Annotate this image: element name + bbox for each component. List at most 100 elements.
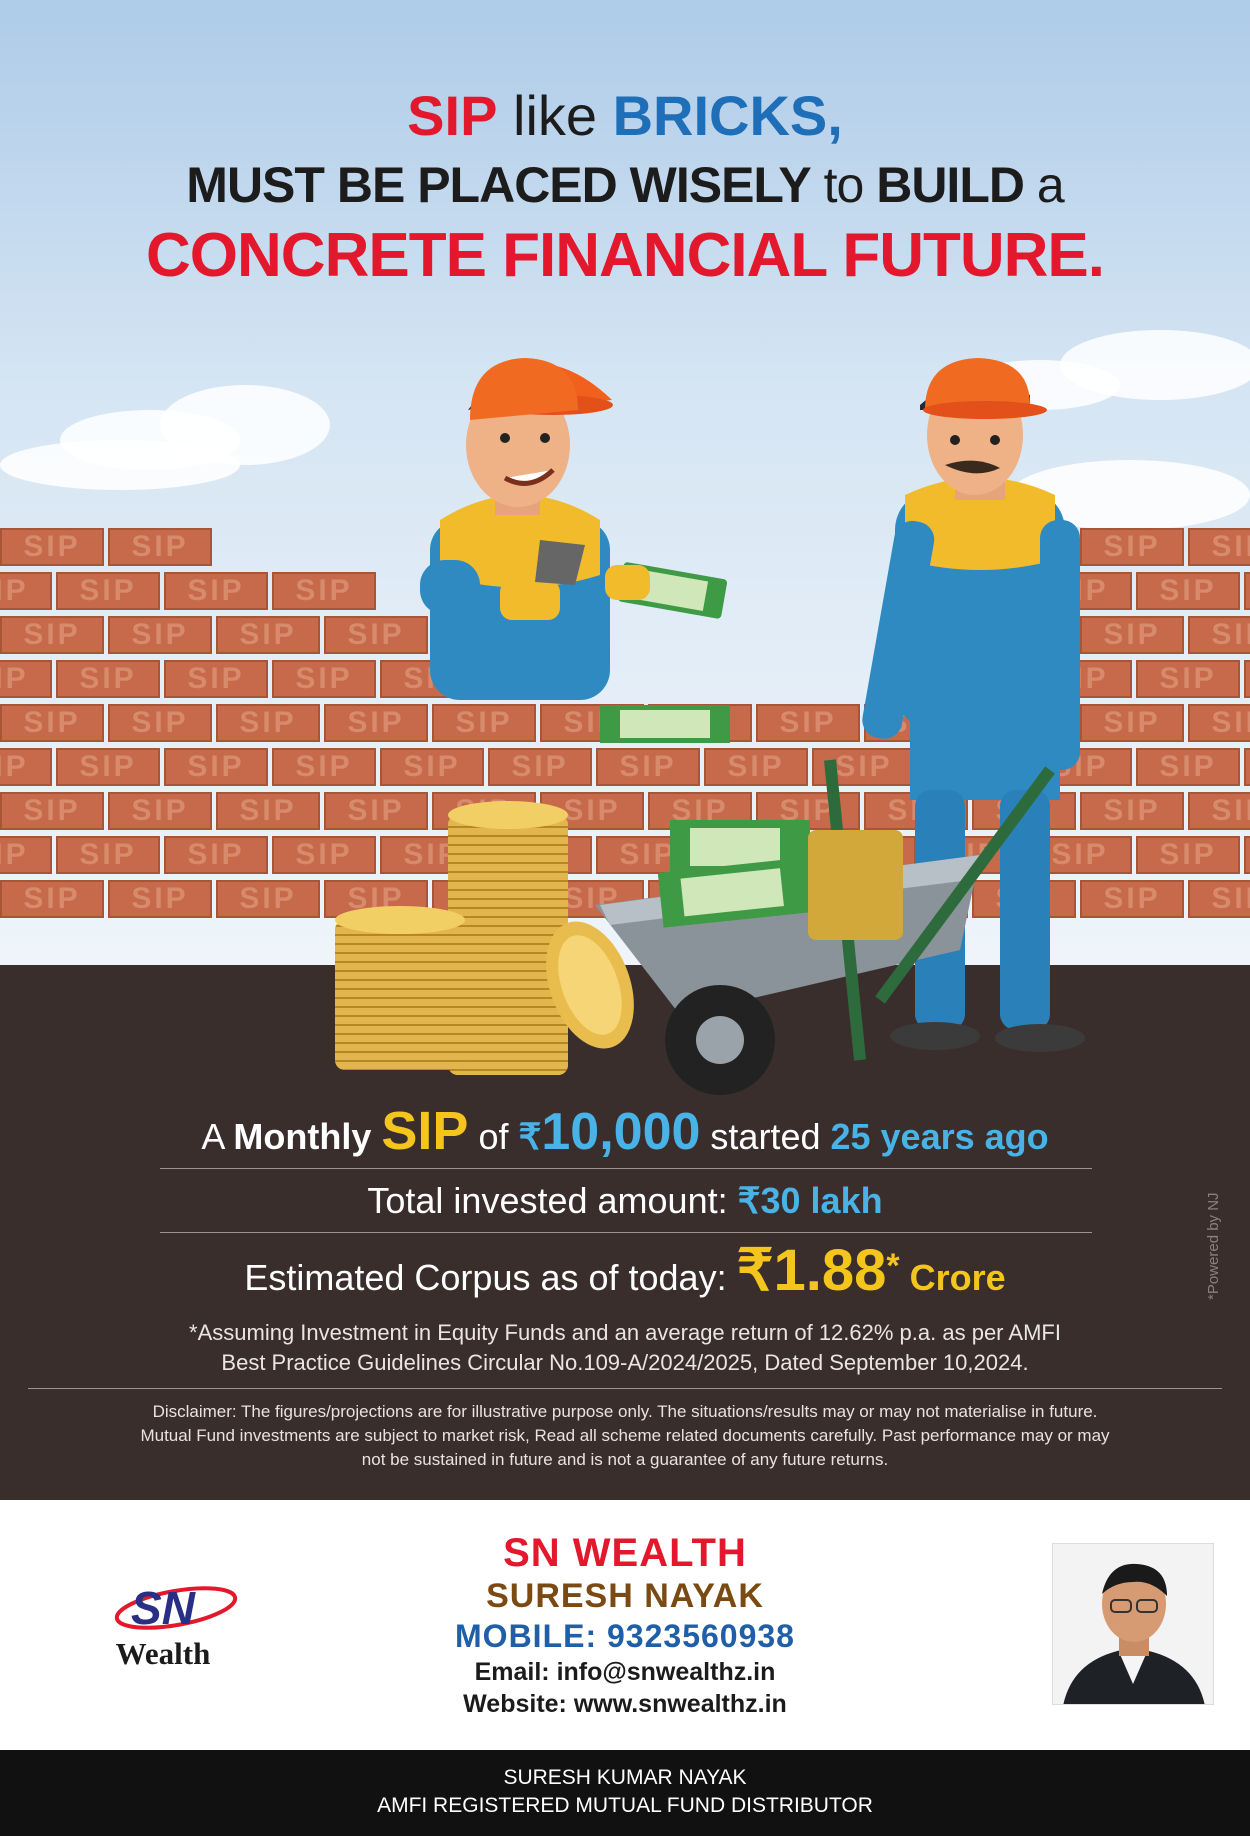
- brick: SIP: [432, 704, 536, 742]
- brick: SIP: [164, 660, 268, 698]
- contact-block: SN WEALTH SURESH NAYAK MOBILE: 932356093…: [0, 1530, 1250, 1720]
- brick: SIP: [704, 748, 808, 786]
- brick: SIP: [56, 660, 160, 698]
- headline-placed-wisely: MUST BE PLACED WISELY: [186, 157, 811, 213]
- total-invested-line: Total invested amount: ₹30 lakh: [367, 1180, 883, 1221]
- cloud: [0, 440, 240, 490]
- corpus-amount: ₹1.88: [736, 1238, 887, 1303]
- disclaimer: Disclaimer: The figures/projections are …: [140, 1402, 1110, 1469]
- brick: SIP: [272, 572, 376, 610]
- brick: SIP: [1136, 748, 1240, 786]
- brick: SIP: [0, 660, 52, 698]
- brick: SIP: [1080, 880, 1184, 918]
- footer: [0, 1500, 1250, 1750]
- brick: SIP: [272, 836, 376, 874]
- headline-line-1: SIP like BRICKS,: [0, 80, 1250, 152]
- brick: SIP: [0, 528, 104, 566]
- money-brick-note: [620, 710, 710, 738]
- brick: SIP: [0, 880, 104, 918]
- brick: SIP: [324, 704, 428, 742]
- advisor-name: SURESH NAYAK: [486, 1577, 764, 1615]
- advisor-photo: [1052, 1543, 1214, 1705]
- coin-stacks-illustration: [335, 801, 634, 1075]
- svg-text:SN: SN: [131, 1582, 196, 1634]
- assumption-note: *Assuming Investment in Equity Funds and…: [189, 1320, 1061, 1375]
- brick: SIP: [1244, 836, 1250, 874]
- brick: SIP: [0, 792, 104, 830]
- distributor-title: AMFI REGISTERED MUTUAL FUND DISTRIBUTOR: [377, 1794, 873, 1817]
- headline-build: BUILD: [876, 157, 1025, 213]
- brick: SIP: [108, 528, 212, 566]
- brick: SIP: [1080, 704, 1184, 742]
- brick: SIP: [380, 748, 484, 786]
- brick: SIP: [216, 880, 320, 918]
- brick: SIP: [272, 748, 376, 786]
- mobile-number[interactable]: MOBILE: 9323560938: [455, 1618, 795, 1654]
- brick: SIP: [108, 880, 212, 918]
- estimated-corpus-line: Estimated Corpus as of today: ₹1.88* Cro…: [244, 1238, 1006, 1303]
- corpus-unit: Crore: [899, 1257, 1006, 1298]
- wheelbarrow-illustration: [595, 759, 1055, 1095]
- headline-a: a: [1023, 157, 1065, 213]
- brick: SIP: [0, 748, 52, 786]
- brick: SIP: [1080, 528, 1184, 566]
- divider: [28, 1388, 1222, 1389]
- headline-like: like: [497, 84, 613, 147]
- brick: SIP: [272, 660, 376, 698]
- brick: SIP: [1080, 616, 1184, 654]
- sn-wealth-logo: SN: [114, 1582, 238, 1634]
- divider: [160, 1232, 1092, 1233]
- brick: SIP: [108, 616, 212, 654]
- brick: SIP: [216, 616, 320, 654]
- brick: SIP: [488, 748, 592, 786]
- monthly-label: Monthly: [233, 1116, 372, 1157]
- sip-duration: 25 years ago: [830, 1116, 1049, 1157]
- headline-bricks: BRICKS,: [612, 84, 843, 147]
- brick: SIP: [56, 572, 160, 610]
- brick: SIP: [1136, 572, 1240, 610]
- brick: SIP: [216, 704, 320, 742]
- brick: SIP: [1188, 880, 1250, 918]
- distributor-strip: SURESH KUMAR NAYAK AMFI REGISTERED MUTUA…: [0, 1750, 1250, 1836]
- brick: SIP: [0, 616, 104, 654]
- brick: SIP: [56, 748, 160, 786]
- sip-amount: 10,000: [541, 1103, 701, 1161]
- monthly-sip-line: A Monthly SIP of ₹10,000 started 25 year…: [201, 1101, 1049, 1161]
- brick: SIP: [1188, 528, 1250, 566]
- brick: SIP: [324, 792, 428, 830]
- brick: SIP: [1188, 616, 1250, 654]
- powered-by-note: *Powered by NJ: [1205, 1192, 1222, 1300]
- person-portrait-icon: [1053, 1544, 1213, 1704]
- logo-wordmark: Wealth: [115, 1636, 211, 1671]
- brick: SIP: [1244, 572, 1250, 610]
- email-address[interactable]: Email: info@snwealthz.in: [474, 1658, 776, 1686]
- brick: SIP: [164, 572, 268, 610]
- total-invested-amount: ₹30 lakh: [737, 1180, 883, 1221]
- headline-line-2: MUST BE PLACED WISELY to BUILD a: [0, 152, 1250, 218]
- headline-to: to: [810, 157, 877, 213]
- brick: SIP: [1244, 660, 1250, 698]
- brick: SIP: [1136, 660, 1240, 698]
- brick: SIP: [1244, 748, 1250, 786]
- brick: SIP: [596, 748, 700, 786]
- brick: SIP: [164, 836, 268, 874]
- divider: [160, 1168, 1092, 1169]
- brick: SIP: [1136, 836, 1240, 874]
- sip-highlight: SIP: [381, 1101, 469, 1161]
- brick: SIP: [1188, 704, 1250, 742]
- brick: SIP: [0, 836, 52, 874]
- distributor-name: SURESH KUMAR NAYAK: [503, 1766, 747, 1789]
- brick: SIP: [216, 792, 320, 830]
- illustration: [335, 358, 1085, 1095]
- headline: SIP like BRICKS, MUST BE PLACED WISELY t…: [0, 80, 1250, 294]
- headline-line-3: CONCRETE FINANCIAL FUTURE.: [146, 221, 1105, 290]
- brick: SIP: [164, 748, 268, 786]
- brick: SIP: [108, 704, 212, 742]
- brick: SIP: [1080, 792, 1184, 830]
- brick: SIP: [0, 572, 52, 610]
- brick: SIP: [756, 704, 860, 742]
- brick: SIP: [0, 704, 104, 742]
- website-link[interactable]: Website: www.snwealthz.in: [463, 1690, 787, 1718]
- brick: SIP: [56, 836, 160, 874]
